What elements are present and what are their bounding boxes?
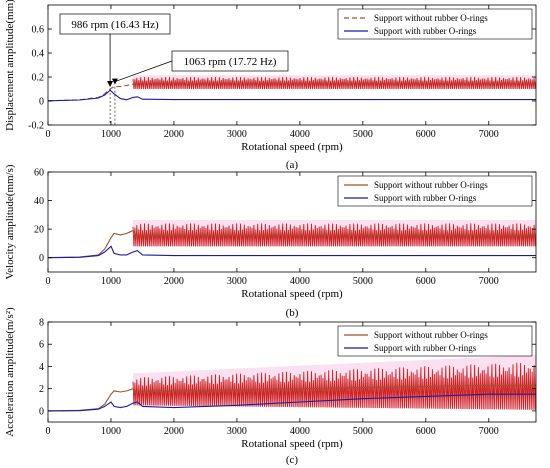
annotation: 1063 rpm (17.72 Hz) — [111, 50, 289, 125]
x-tick-label: 4000 — [290, 426, 310, 437]
annotation-text: 1063 rpm (17.72 Hz) — [184, 56, 277, 68]
x-tick-label: 0 — [46, 129, 51, 140]
annotation-box — [59, 13, 171, 35]
y-axis-label: Acceleration amplitude(m/s²) — [4, 307, 16, 437]
series-with-o-rings — [48, 245, 536, 259]
x-tick-label: 6000 — [416, 129, 436, 140]
y-tick-label: 40 — [34, 196, 44, 207]
x-tick-label: 1000 — [101, 276, 121, 287]
x-tick-label: 2000 — [164, 426, 184, 437]
axes-frame — [47, 4, 537, 126]
x-tick-label: 2000 — [164, 276, 184, 287]
legend-label: Support with rubber O-rings — [374, 343, 477, 353]
y-tick-label: 0 — [39, 97, 44, 108]
annotation-arrowhead — [107, 81, 114, 87]
x-tick-label: 7000 — [479, 129, 499, 140]
legend-label: Support with rubber O-rings — [374, 193, 477, 203]
panel-caption: (a) — [286, 159, 299, 171]
plot-area — [48, 354, 536, 412]
panel-caption: (c) — [286, 454, 299, 466]
y-tick-label: 0.6 — [32, 25, 45, 36]
y-tick-label: 0 — [39, 406, 44, 417]
legend-label: Support with rubber O-rings — [374, 26, 477, 36]
legend-box — [337, 8, 533, 40]
chart-panel-0: 0 1000 2000 3000 4000 5000 6000 7000-0.200.20.4… — [4, 0, 537, 171]
axes-frame — [47, 171, 537, 273]
annotation-text: 986 rpm (16.43 Hz) — [71, 19, 159, 31]
legend: Support without rubber O-rings Support wi… — [337, 325, 533, 357]
x-tick-label: 4000 — [290, 276, 310, 287]
x-tick-label: 3000 — [227, 426, 247, 437]
x-tick-label: 2000 — [164, 129, 184, 140]
plot-area — [48, 220, 536, 259]
panel-caption: (b) — [286, 307, 299, 319]
legend-box — [337, 325, 533, 357]
y-tick-label: 2 — [39, 384, 44, 395]
y-axis-label: Displacement amplitude(mm) — [4, 0, 16, 131]
series-without-oscillation — [132, 362, 536, 410]
y-tick-label: 0 — [39, 253, 44, 264]
x-tick-label: 6000 — [416, 276, 436, 287]
x-tick-label: 5000 — [353, 426, 373, 437]
y-tick-label: -0.2 — [28, 121, 44, 132]
x-tick-label: 3000 — [227, 129, 247, 140]
legend: Support without rubber O-rings Support wi… — [337, 175, 533, 207]
plot-area — [48, 75, 536, 102]
y-tick-label: 6 — [39, 340, 44, 351]
series-without-o-rings — [48, 384, 536, 412]
series-with-o-rings — [48, 393, 536, 412]
x-tick-label: 5000 — [353, 276, 373, 287]
chart-panel-1: 0 1000 2000 3000 4000 5000 6000 7000 0 20 40 60 Rota… — [4, 164, 537, 319]
x-tick-label: 0 — [46, 426, 51, 437]
x-tick-label: 7000 — [479, 276, 499, 287]
legend-box — [337, 175, 533, 207]
y-tick-label: 60 — [34, 168, 44, 179]
legend: Support without rubber O-rings Support wi… — [337, 8, 533, 40]
series-without-o-rings — [48, 229, 536, 259]
x-axis-label: Rotational speed (rpm) — [241, 288, 343, 300]
x-tick-label: 1000 — [101, 129, 121, 140]
x-tick-label: 6000 — [416, 426, 436, 437]
series-with-o-rings — [48, 89, 536, 102]
legend-label: Support without rubber O-rings — [374, 330, 488, 340]
y-tick-label: 0.4 — [32, 49, 45, 60]
series-without-oscillation — [132, 223, 536, 247]
y-tick-label: 20 — [34, 225, 44, 236]
series-without-oscillation — [132, 76, 536, 90]
x-tick-label: 1000 — [101, 426, 121, 437]
x-tick-label: 4000 — [290, 129, 310, 140]
annotation: 986 rpm (16.43 Hz) — [59, 13, 171, 125]
annotation-arrow — [114, 60, 173, 82]
y-axis-label: Velocity amplitude(mm/s) — [4, 164, 16, 280]
axes-frame — [47, 321, 537, 423]
x-axis-label: Rotational speed (rpm) — [241, 438, 343, 450]
chart-panel-2: 0 1000 2000 3000 4000 5000 6000 7000 0 2 4 6 8 Rotati… — [4, 307, 537, 466]
annotation-arrowhead — [111, 78, 118, 85]
legend-label: Support without rubber O-rings — [374, 13, 488, 23]
legend-label: Support without rubber O-rings — [374, 180, 488, 190]
x-tick-label: 3000 — [227, 276, 247, 287]
x-tick-label: 5000 — [353, 129, 373, 140]
x-tick-label: 0 — [46, 276, 51, 287]
y-tick-label: 4 — [39, 362, 44, 373]
x-axis-label: Rotational speed (rpm) — [241, 141, 343, 153]
x-tick-label: 7000 — [479, 426, 499, 437]
series-without-o-rings — [48, 82, 536, 102]
y-tick-label: 8 — [39, 318, 44, 329]
y-tick-label: 0.2 — [32, 73, 45, 84]
